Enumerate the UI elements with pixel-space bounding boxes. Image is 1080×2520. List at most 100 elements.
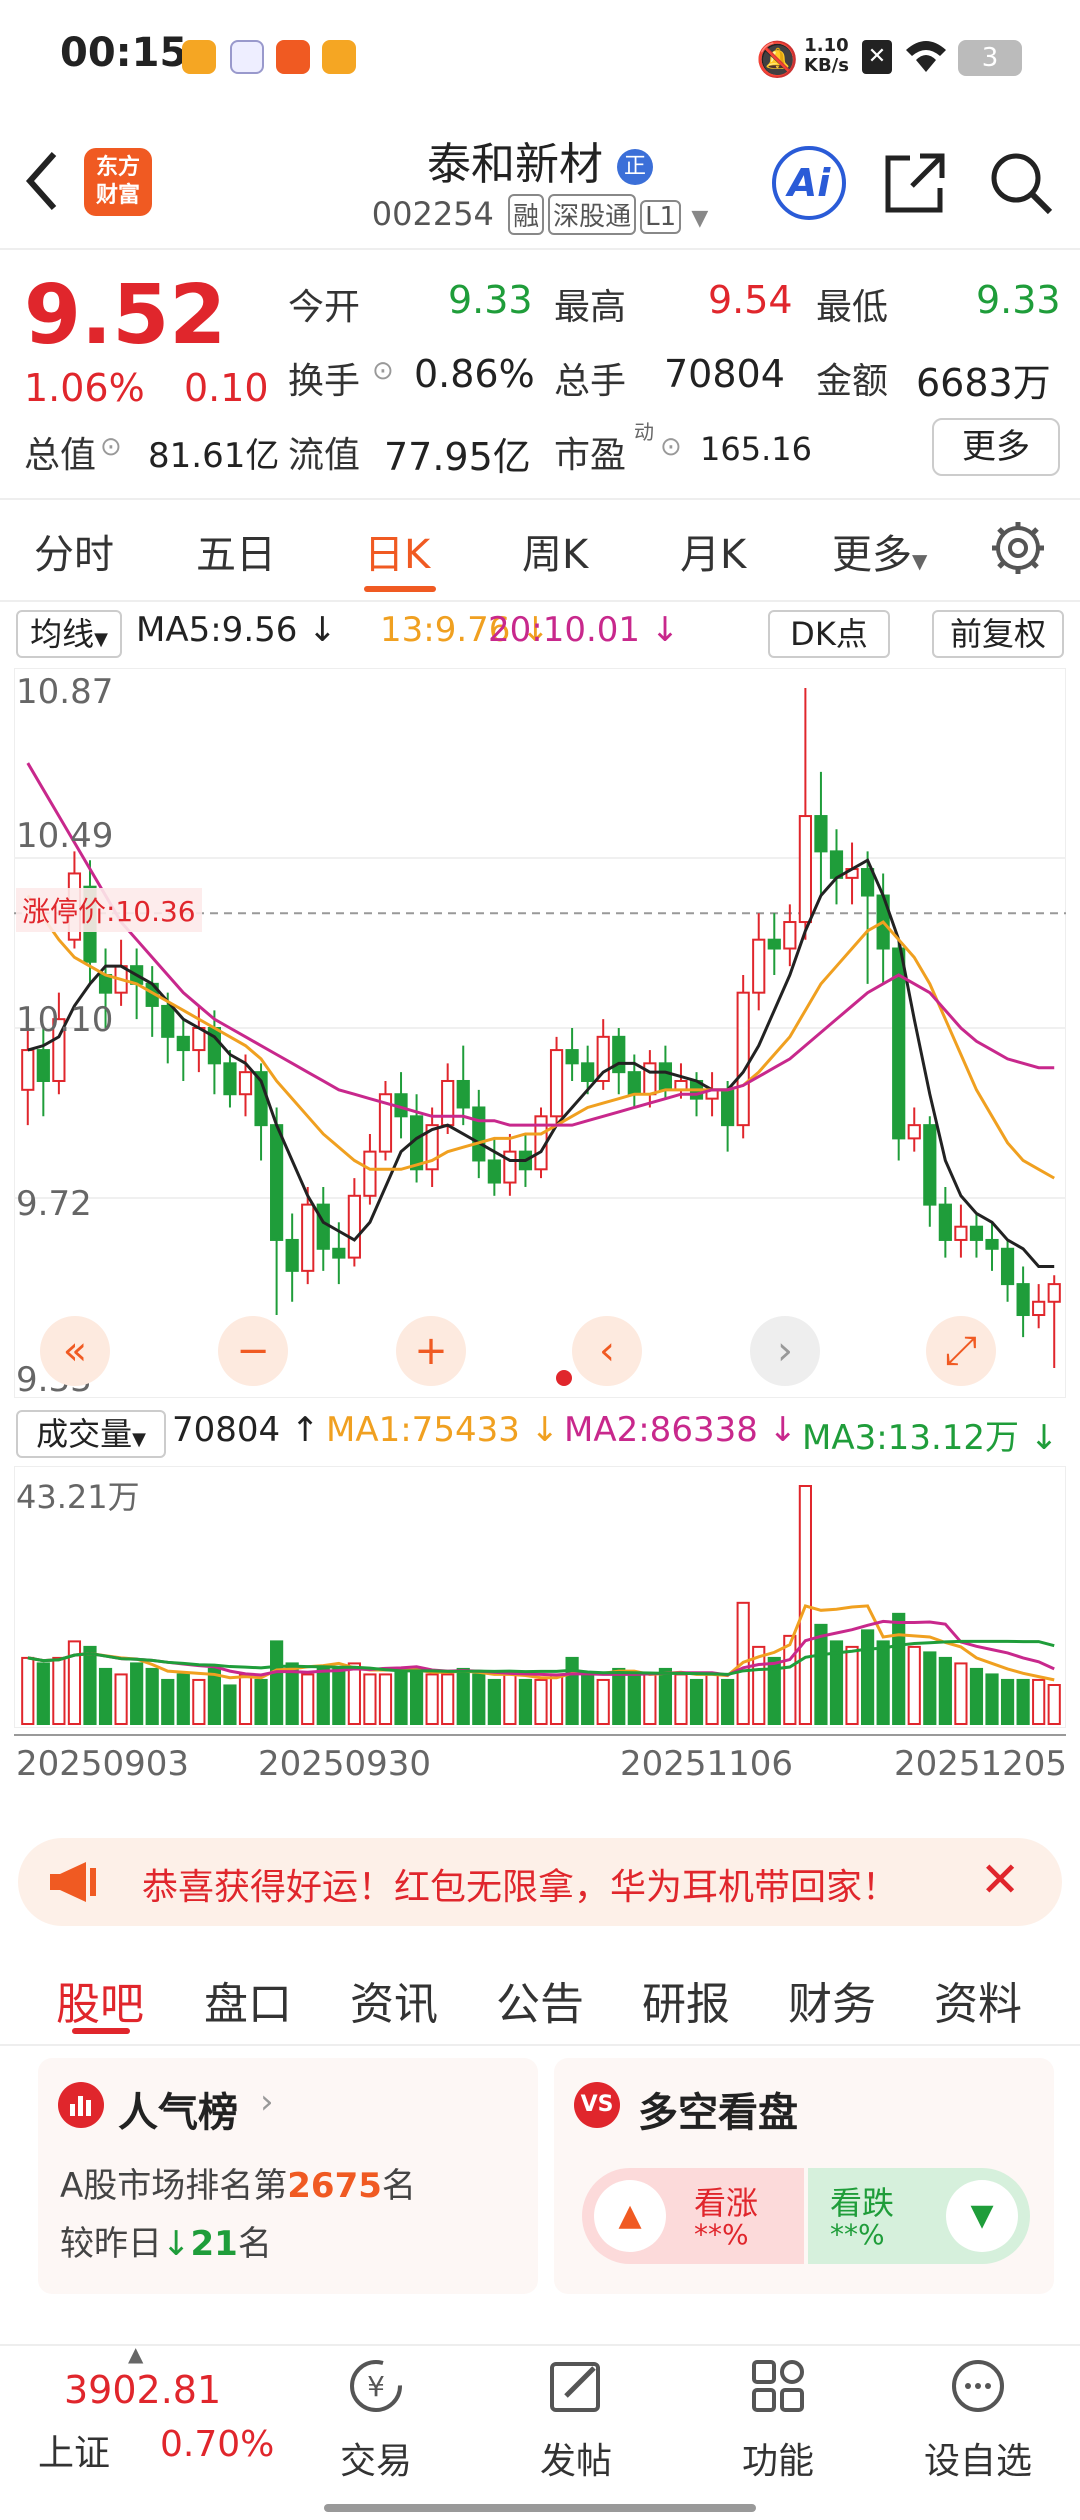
date-label: 20250903 bbox=[16, 1744, 190, 1784]
close-icon[interactable]: ✕ bbox=[980, 1852, 1021, 1908]
chevron-down-icon[interactable]: ▼ bbox=[691, 206, 709, 231]
home-indicator[interactable] bbox=[324, 2504, 756, 2512]
tag-margin: 融 bbox=[508, 194, 545, 235]
kline-chart[interactable] bbox=[14, 668, 1066, 1398]
candle-body bbox=[238, 1071, 253, 1096]
candle-body bbox=[814, 815, 828, 853]
popularity-card[interactable]: 人气榜 › A股市场排名第2675名 较昨日↓21名 bbox=[38, 2058, 538, 2294]
candle-body bbox=[643, 1062, 657, 1096]
volume-bar bbox=[985, 1673, 999, 1726]
tab-guba[interactable]: 股吧 bbox=[56, 1979, 144, 2030]
change-pct: 1.06% bbox=[24, 366, 145, 410]
settings-gear-icon[interactable] bbox=[988, 518, 1048, 582]
tab-announcement[interactable]: 公告 bbox=[496, 1979, 584, 2030]
tab-more[interactable]: 更多▼ bbox=[832, 532, 928, 578]
index-value[interactable]: 3902.81 bbox=[64, 2368, 222, 2412]
indicator-select[interactable]: 成交量▼ bbox=[16, 1410, 166, 1458]
volume-bar bbox=[176, 1673, 190, 1726]
candle-body bbox=[487, 1159, 501, 1184]
zoom-in-button[interactable]: + bbox=[396, 1316, 466, 1386]
promo-banner[interactable]: 恭喜获得好运！红包无限拿，华为耳机带回家！ ✕ bbox=[18, 1838, 1062, 1926]
volume-bar bbox=[954, 1662, 968, 1725]
float-value: 77.95亿 bbox=[384, 435, 531, 479]
longshort-card[interactable]: VS 多空看盘 ▲ 看涨 **% 看跌 **% ▼ bbox=[554, 2058, 1054, 2294]
volume-bar bbox=[472, 1673, 486, 1726]
index-name[interactable]: 上证 bbox=[38, 2433, 111, 2474]
volume-bar bbox=[207, 1667, 222, 1725]
status-time: 00:15 bbox=[60, 30, 188, 76]
vol-ma1-legend: MA1:75433 ↓ bbox=[326, 1410, 560, 1450]
zoom-out-button[interactable]: − bbox=[218, 1316, 288, 1386]
candle-body bbox=[549, 1049, 564, 1118]
fullscreen-icon[interactable]: ⤢ bbox=[926, 1316, 996, 1386]
share-icon[interactable] bbox=[880, 148, 950, 222]
chevron-down-icon: ▼ bbox=[912, 549, 928, 573]
prev-button[interactable]: ‹ bbox=[572, 1316, 642, 1386]
yen-refresh-icon: ¥ bbox=[296, 2354, 456, 2422]
ma-select[interactable]: 均线▼ bbox=[16, 610, 122, 658]
chevron-down-icon: ▼ bbox=[132, 1429, 146, 1450]
banner-text: 恭喜获得好运！红包无限拿，华为耳机带回家！ bbox=[142, 1867, 899, 1908]
volume-bar bbox=[456, 1667, 470, 1725]
dk-point-select[interactable]: DK点 bbox=[768, 610, 890, 658]
tab-weekly-k[interactable]: 周K bbox=[522, 532, 589, 578]
rewind-icon[interactable]: « bbox=[40, 1316, 110, 1386]
float-label: 流值 bbox=[288, 435, 361, 476]
chevron-up-icon[interactable]: ▲ bbox=[128, 2342, 144, 2366]
candle-body bbox=[223, 1062, 237, 1096]
info-icon[interactable]: ⊙ bbox=[100, 432, 122, 462]
divider bbox=[0, 600, 1080, 602]
tab-intraday[interactable]: 分时 bbox=[34, 532, 114, 578]
low-value: 9.33 bbox=[976, 278, 1061, 322]
adjust-select[interactable]: 前复权 bbox=[932, 610, 1064, 658]
volume-bar bbox=[596, 1678, 610, 1725]
app-notification-icon bbox=[182, 40, 216, 74]
candle-body bbox=[938, 1203, 952, 1241]
info-icon[interactable]: ⊙ bbox=[660, 432, 682, 462]
nav-functions[interactable]: 功能 bbox=[698, 2354, 858, 2484]
candle-body bbox=[1047, 1283, 1061, 1303]
ai-button[interactable]: Ai bbox=[772, 146, 846, 220]
volume-chart[interactable] bbox=[14, 1466, 1066, 1728]
tab-research[interactable]: 研报 bbox=[642, 1979, 730, 2030]
more-quote-button[interactable]: 更多 bbox=[932, 418, 1060, 476]
tab-finance[interactable]: 财务 bbox=[788, 1979, 876, 2030]
bottom-nav bbox=[0, 2344, 1080, 2520]
candle-body bbox=[161, 1004, 175, 1038]
nav-post-label: 发帖 bbox=[539, 2441, 612, 2482]
triangle-down-icon: ▼ bbox=[946, 2180, 1018, 2252]
next-button[interactable]: › bbox=[750, 1316, 820, 1386]
search-icon[interactable] bbox=[986, 148, 1056, 222]
info-icon[interactable]: ⊙ bbox=[372, 356, 394, 386]
last-price: 9.52 bbox=[24, 268, 227, 363]
edit-icon bbox=[496, 2354, 656, 2422]
candle-body bbox=[892, 947, 906, 1140]
candle-body bbox=[565, 1049, 579, 1065]
volume-bar bbox=[907, 1645, 921, 1725]
tab-pankou[interactable]: 盘口 bbox=[204, 1979, 292, 2030]
nav-add-watchlist[interactable]: 设自选 bbox=[898, 2354, 1058, 2484]
back-button[interactable] bbox=[18, 146, 68, 232]
tab-profile[interactable]: 资料 bbox=[934, 1979, 1022, 2030]
bullish-button[interactable]: ▲ 看涨 **% bbox=[582, 2168, 804, 2264]
tab-five-day[interactable]: 五日 bbox=[196, 532, 276, 578]
bearish-button[interactable]: 看跌 **% ▼ bbox=[808, 2168, 1030, 2264]
tab-monthly-k[interactable]: 月K bbox=[680, 532, 747, 578]
ma20-line bbox=[26, 762, 1055, 1127]
tab-daily-k[interactable]: 日K bbox=[364, 532, 431, 578]
price-axis-label: 10.10 bbox=[16, 1000, 114, 1040]
candle-body bbox=[752, 938, 766, 994]
volume-bar bbox=[1016, 1678, 1030, 1725]
tab-news[interactable]: 资讯 bbox=[350, 1979, 438, 2030]
volume-bar bbox=[643, 1673, 657, 1726]
index-change[interactable]: 0.70% bbox=[160, 2424, 275, 2465]
nav-post[interactable]: 发帖 bbox=[496, 2354, 656, 2484]
nav-trade[interactable]: ¥ 交易 bbox=[296, 2354, 456, 2484]
volume-bar bbox=[409, 1667, 424, 1725]
candle-body bbox=[596, 1035, 610, 1082]
candle-body bbox=[425, 1124, 439, 1171]
candle-body bbox=[347, 1194, 361, 1259]
volume-bar bbox=[301, 1673, 315, 1726]
candle-body bbox=[736, 991, 750, 1127]
eastmoney-logo: 东方 财富 bbox=[84, 148, 152, 216]
